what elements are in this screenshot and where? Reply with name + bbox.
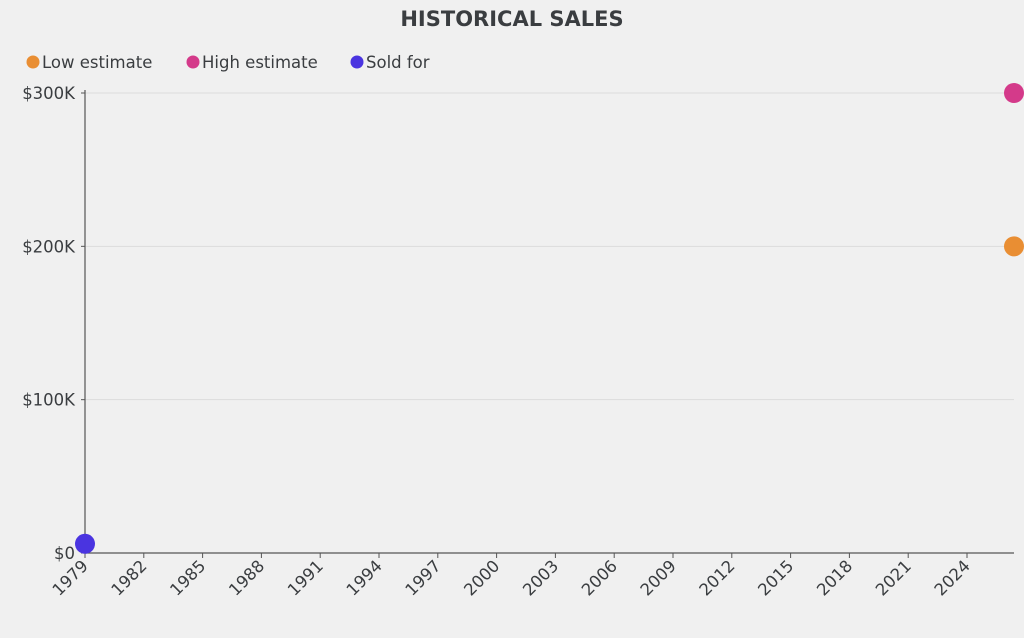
y-tick-label: $300K [22,84,76,103]
legend-item-high-estimate: High estimate [186,53,318,72]
data-points [75,83,1024,554]
x-tick-label: 1997 [401,556,444,599]
x-tick-label: 1985 [166,556,209,599]
y-tick-label: $100K [22,391,76,410]
y-tick-label: $0 [54,544,75,563]
legend-label: High estimate [202,53,318,72]
point-high-estimate [1004,83,1024,103]
x-tick-label: 2024 [931,556,974,599]
x-tick-label: 1988 [225,556,268,599]
x-tick-label: 1982 [107,556,150,599]
x-tick-label: 1991 [284,556,327,599]
legend-marker [350,55,364,69]
legend-marker [26,55,40,69]
legend-item-low-estimate: Low estimate [26,53,152,72]
x-tick-label: 2015 [754,556,797,599]
legend-item-sold-for: Sold for [350,53,430,72]
x-tick-label: 2009 [637,556,680,599]
chart-title: HISTORICAL SALES [400,7,623,31]
x-tick-label: 2021 [872,556,915,599]
gridlines [85,92,1014,401]
legend-label: Sold for [366,53,430,72]
point-low-estimate [1004,236,1024,257]
x-tick-label: 2006 [578,556,621,599]
point-sold-for [75,533,95,554]
legend-label: Low estimate [42,53,152,72]
legend: Low estimate High estimate Sold for [26,53,430,72]
x-tick-label: 2000 [460,556,503,599]
y-tick-label: $200K [22,237,76,256]
x-tick-label: 1994 [343,556,386,599]
legend-marker [186,55,200,69]
x-tick-label: 2018 [813,556,856,599]
x-tick-label: 2003 [519,556,562,599]
x-tick-label: 2012 [695,556,738,599]
